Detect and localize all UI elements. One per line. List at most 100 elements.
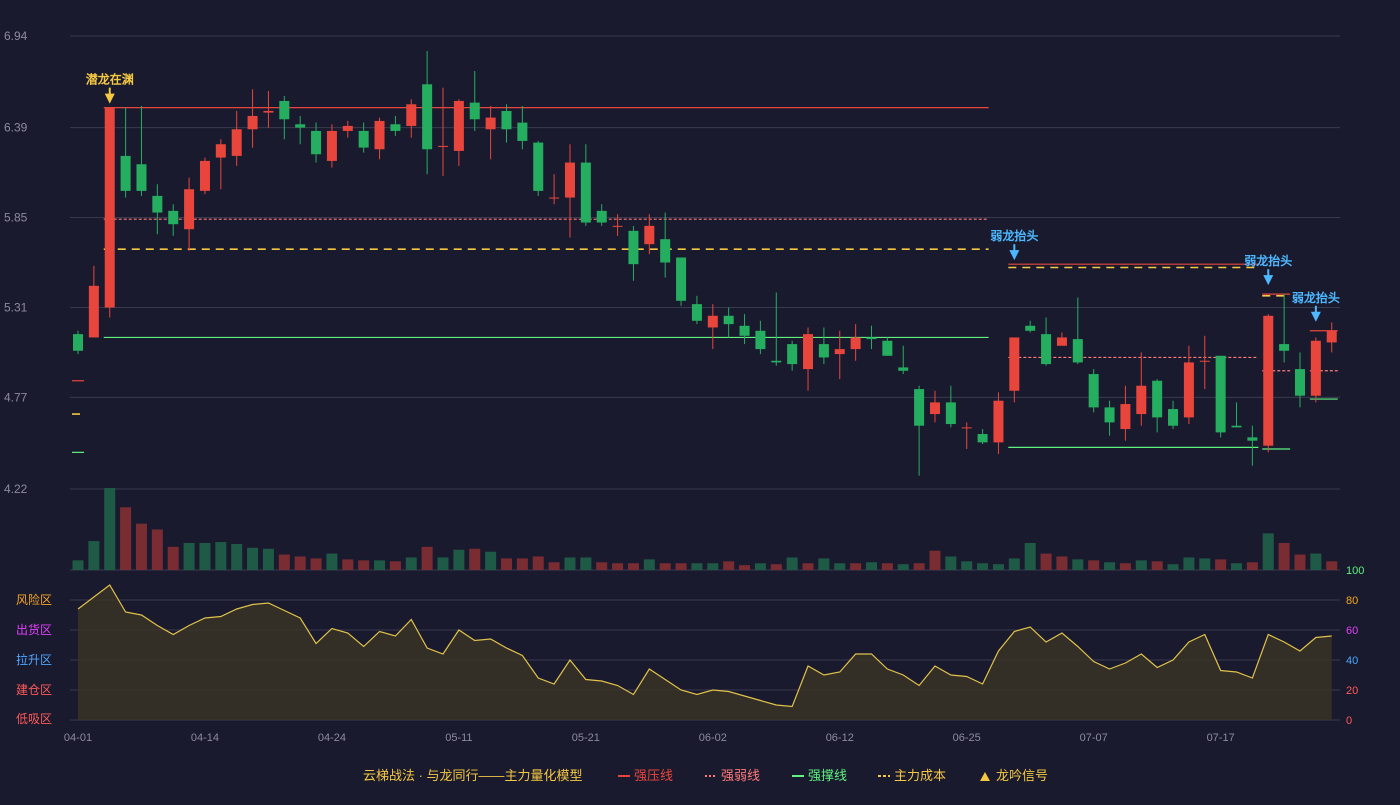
volume-bar bbox=[992, 564, 1004, 570]
candle-body bbox=[438, 145, 449, 147]
candle-body bbox=[120, 155, 131, 191]
volume-bar bbox=[405, 557, 417, 570]
candle-body bbox=[104, 107, 115, 308]
candle-body bbox=[1231, 425, 1242, 428]
candle-body bbox=[707, 315, 718, 328]
candle-body bbox=[453, 100, 464, 151]
x-tick-label: 06-02 bbox=[699, 732, 727, 744]
volume-bar bbox=[675, 563, 687, 570]
candle-body bbox=[755, 330, 766, 350]
x-tick-label: 05-21 bbox=[572, 732, 600, 744]
risk-tick-label: 80 bbox=[1346, 595, 1358, 607]
volume-bar bbox=[231, 543, 243, 570]
volume-bar bbox=[135, 523, 147, 570]
candle-body bbox=[660, 239, 671, 263]
volume-bar bbox=[1278, 542, 1290, 570]
volume-bar bbox=[564, 557, 576, 570]
candle-body bbox=[1041, 334, 1052, 365]
candle-body bbox=[993, 400, 1004, 443]
volume-bar bbox=[342, 559, 354, 570]
volume-bar bbox=[596, 562, 608, 570]
price-tick-label: 5.31 bbox=[4, 300, 28, 314]
volume-bar bbox=[913, 563, 925, 570]
signal-label: 弱龙抬头 bbox=[990, 228, 1038, 243]
volume-bar bbox=[1072, 559, 1084, 570]
candle-body bbox=[961, 427, 972, 429]
volume-bar bbox=[977, 563, 989, 570]
volume-bar bbox=[866, 562, 877, 570]
legend-item-label: 强弱线 bbox=[721, 768, 760, 783]
candle-body bbox=[1199, 360, 1210, 362]
candle-body bbox=[945, 402, 956, 425]
candle-body bbox=[596, 210, 607, 223]
candle-body bbox=[1326, 330, 1337, 343]
volume-bar bbox=[278, 554, 290, 570]
candle-body bbox=[644, 225, 655, 245]
candle-body bbox=[834, 349, 845, 355]
legend-item-label: 龙吟信号 bbox=[996, 768, 1048, 783]
candle-body bbox=[215, 144, 226, 158]
volume-bar bbox=[215, 542, 227, 570]
candle-body bbox=[1168, 409, 1179, 426]
volume-bar bbox=[104, 488, 116, 570]
price-tick-label: 6.94 bbox=[4, 29, 28, 43]
volume-bar bbox=[72, 560, 84, 570]
volume-bar bbox=[691, 563, 703, 570]
candle-body bbox=[231, 129, 242, 156]
volume-bar bbox=[1151, 561, 1163, 570]
candle-body bbox=[1152, 380, 1163, 418]
volume-bar bbox=[834, 563, 846, 570]
price-tick-label: 4.22 bbox=[4, 482, 28, 496]
candle-body bbox=[612, 225, 623, 227]
volume-bar bbox=[723, 561, 735, 570]
price-tick-label: 4.77 bbox=[4, 390, 28, 404]
volume-bar bbox=[1135, 560, 1147, 570]
candle-body bbox=[977, 434, 988, 443]
candle-body bbox=[1263, 315, 1274, 446]
risk-tick-label: 0 bbox=[1346, 715, 1352, 727]
volume-bar bbox=[707, 563, 719, 570]
candle-body bbox=[580, 162, 591, 223]
volume-bar bbox=[1040, 553, 1052, 570]
legend-item-label: 主力成本 bbox=[894, 768, 946, 783]
risk-zone-label: 出货区 bbox=[16, 622, 52, 637]
candle-body bbox=[342, 125, 353, 131]
candle-body bbox=[787, 344, 798, 365]
volume-bar bbox=[310, 558, 322, 570]
candle-body bbox=[422, 84, 433, 150]
candle-body bbox=[691, 304, 702, 321]
candle-body bbox=[866, 337, 877, 340]
candle-body bbox=[1088, 374, 1099, 408]
signal-arrow-icon bbox=[104, 93, 115, 104]
candle-body bbox=[374, 120, 385, 150]
candle-body bbox=[564, 162, 575, 198]
candle-body bbox=[1104, 407, 1115, 423]
volume-bar bbox=[1246, 562, 1258, 570]
candle-body bbox=[1136, 385, 1147, 415]
candle-body bbox=[88, 285, 99, 338]
candle-body bbox=[517, 122, 528, 141]
x-tick-label: 07-07 bbox=[1080, 732, 1108, 744]
candle-body bbox=[628, 230, 639, 265]
volume-bar bbox=[500, 558, 512, 570]
x-tick-label: 04-14 bbox=[191, 732, 219, 744]
candle-body bbox=[803, 334, 814, 370]
volume-bar bbox=[453, 549, 465, 570]
risk-tick-label: 40 bbox=[1346, 655, 1358, 667]
volume-bar bbox=[1294, 554, 1306, 570]
volume-bar bbox=[1310, 553, 1322, 570]
candle-body bbox=[1247, 437, 1258, 441]
volume-bar bbox=[120, 507, 132, 570]
legend-title: 云梯战法 · 与龙同行——主力量化模型 bbox=[363, 768, 583, 783]
volume-bar bbox=[1231, 563, 1243, 570]
candle-body bbox=[295, 124, 306, 128]
risk-tick-label: 20 bbox=[1346, 685, 1358, 697]
risk-tick-label: 100 bbox=[1346, 565, 1364, 577]
volume-bar bbox=[897, 564, 909, 570]
candle-body bbox=[263, 110, 274, 113]
candle-body bbox=[1009, 337, 1020, 391]
candle-body bbox=[73, 334, 83, 351]
risk-tick-label: 60 bbox=[1346, 625, 1358, 637]
risk-zone-label: 风险区 bbox=[16, 592, 52, 607]
volume-bar bbox=[532, 556, 544, 570]
